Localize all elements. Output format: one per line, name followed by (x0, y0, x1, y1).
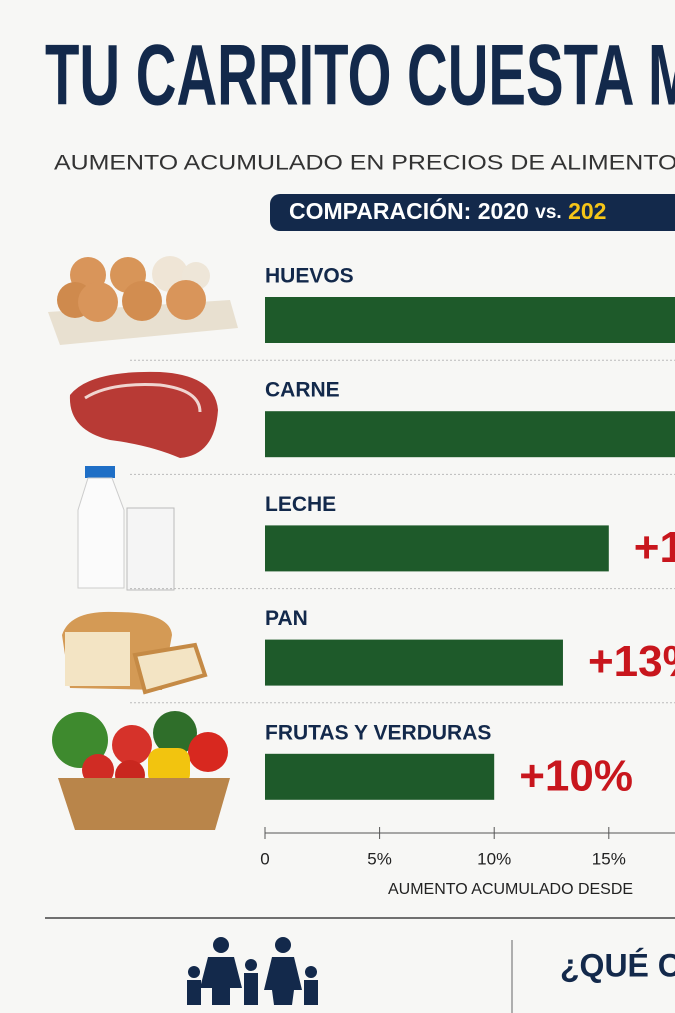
value-label: +10% (519, 751, 633, 800)
badge-vs: vs. (535, 202, 561, 223)
bar (265, 297, 675, 343)
x-tick-label: 0 (260, 849, 269, 868)
category-label: LECHE (265, 493, 336, 516)
x-tick-label: 10% (477, 849, 511, 868)
family-icon (187, 937, 318, 1005)
x-tick-label: 5% (367, 849, 392, 868)
footer-heading: ¿QUÉ CA (560, 947, 675, 983)
badge-text: COMPARACIÓN: 2020 vs. 202 (289, 197, 606, 224)
milk-icon (77, 466, 175, 591)
chart-subtitle: AUMENTO ACUMULADO EN PRECIOS DE ALIMENTO… (54, 152, 675, 175)
bar (265, 525, 609, 572)
veg-basket-icon (52, 711, 230, 830)
bar (265, 753, 495, 800)
value-label: +15% (634, 523, 675, 572)
value-label: +13% (588, 637, 675, 686)
bread-icon (62, 611, 208, 695)
meat-icon (69, 371, 218, 458)
x-tick-label: 15% (592, 849, 626, 868)
x-axis-label: AUMENTO ACUMULADO DESDE (388, 881, 633, 898)
eggs-icon (48, 256, 238, 345)
badge-to: 202 (568, 198, 606, 224)
badge-from: 2020 (478, 198, 529, 224)
badge (270, 194, 675, 231)
category-label: HUEVOS (265, 265, 354, 288)
bar (265, 411, 675, 458)
category-label: CARNE (265, 379, 340, 402)
chart-title: TU CARRITO CUESTA M (45, 28, 675, 124)
category-label: FRUTAS Y VERDURAS (265, 721, 491, 744)
category-label: PAN (265, 607, 308, 630)
badge-prefix: COMPARACIÓN: (289, 197, 471, 224)
bar (265, 639, 563, 686)
